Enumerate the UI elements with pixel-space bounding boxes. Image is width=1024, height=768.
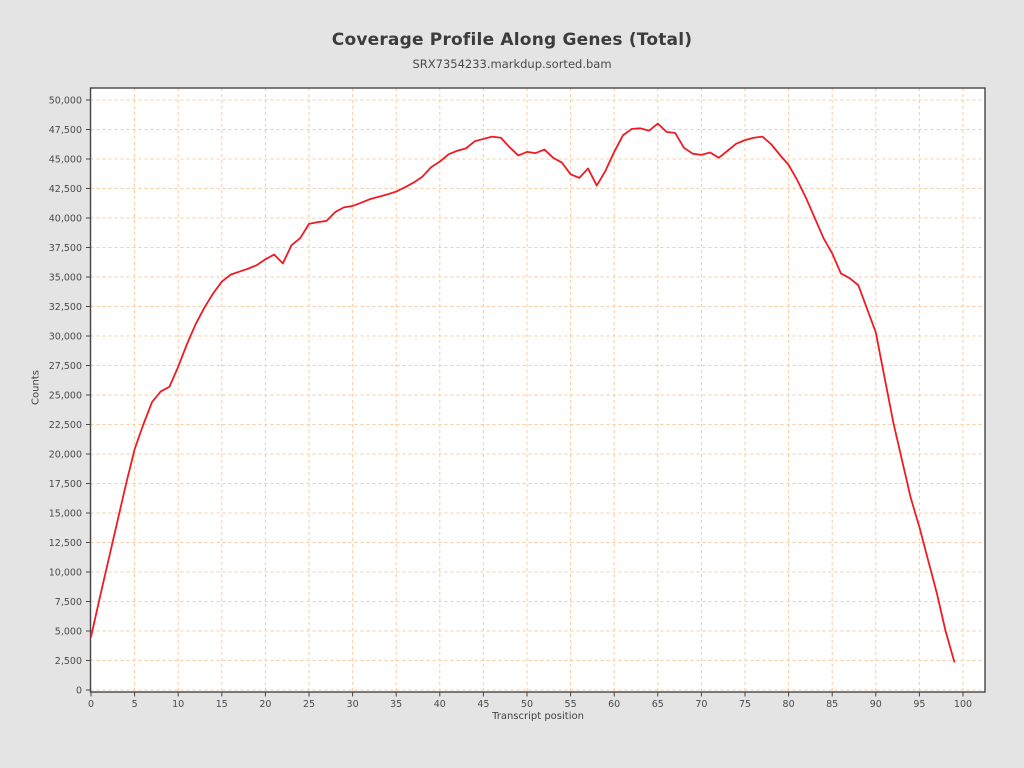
y-tick-label: 12,500 [49,538,82,549]
y-tick-label: 45,000 [49,155,82,166]
y-tick-label: 0 [76,686,82,697]
x-tick-label: 95 [913,699,925,710]
plot-border [89,87,986,693]
y-axis-title: Counts [30,370,42,405]
y-tick-label: 32,500 [49,302,82,313]
y-tick-label: 27,500 [49,361,82,372]
y-tick-label: 20,000 [49,450,82,461]
y-tick-label: 15,000 [49,509,82,520]
y-tick-label: 25,000 [49,391,82,402]
y-tick-label: 42,500 [49,184,82,195]
x-tick-label: 75 [739,699,751,710]
x-tick-label: 70 [695,699,707,710]
y-tick-label: 40,000 [49,214,82,225]
x-tick-label: 5 [132,699,138,710]
x-tick-label: 85 [826,699,838,710]
y-tick-label: 5,000 [55,627,82,638]
x-tick-label: 15 [216,699,228,710]
x-tick-label: 25 [303,699,315,710]
coverage-line [90,122,956,663]
x-tick-label: 45 [477,699,489,710]
x-tick-label: 60 [608,699,620,710]
y-tick-label: 35,000 [49,273,82,284]
y-tick-label: 10,000 [49,568,82,579]
y-tick-label: 22,500 [49,420,82,431]
x-tick-label: 20 [259,699,271,710]
x-tick-label: 50 [521,699,533,710]
y-tick-label: 7,500 [55,597,82,608]
y-tick-label: 30,000 [49,332,82,343]
x-tick-label: 30 [347,699,359,710]
x-tick-label: 35 [390,699,402,710]
y-tick-label: 2,500 [55,656,82,667]
x-tick-label: 90 [870,699,882,710]
chart-title: Coverage Profile Along Genes (Total) [331,30,693,50]
x-tick-label: 40 [434,699,446,710]
x-tick-label: 55 [565,699,577,710]
x-axis-title: Transcript position [492,711,584,722]
x-tick-label: 0 [88,699,94,710]
x-tick-label: 10 [172,699,184,710]
chart-subtitle: SRX7354233.markdup.sorted.bam [412,57,612,71]
x-tick-label: 80 [783,699,795,710]
y-tick-label: 47,500 [49,125,82,136]
y-tick-label: 17,500 [49,479,82,490]
y-tick-label: 50,000 [49,96,82,107]
x-tick-label: 100 [954,699,972,710]
y-tick-label: 37,500 [49,243,82,254]
x-tick-label: 65 [652,699,664,710]
